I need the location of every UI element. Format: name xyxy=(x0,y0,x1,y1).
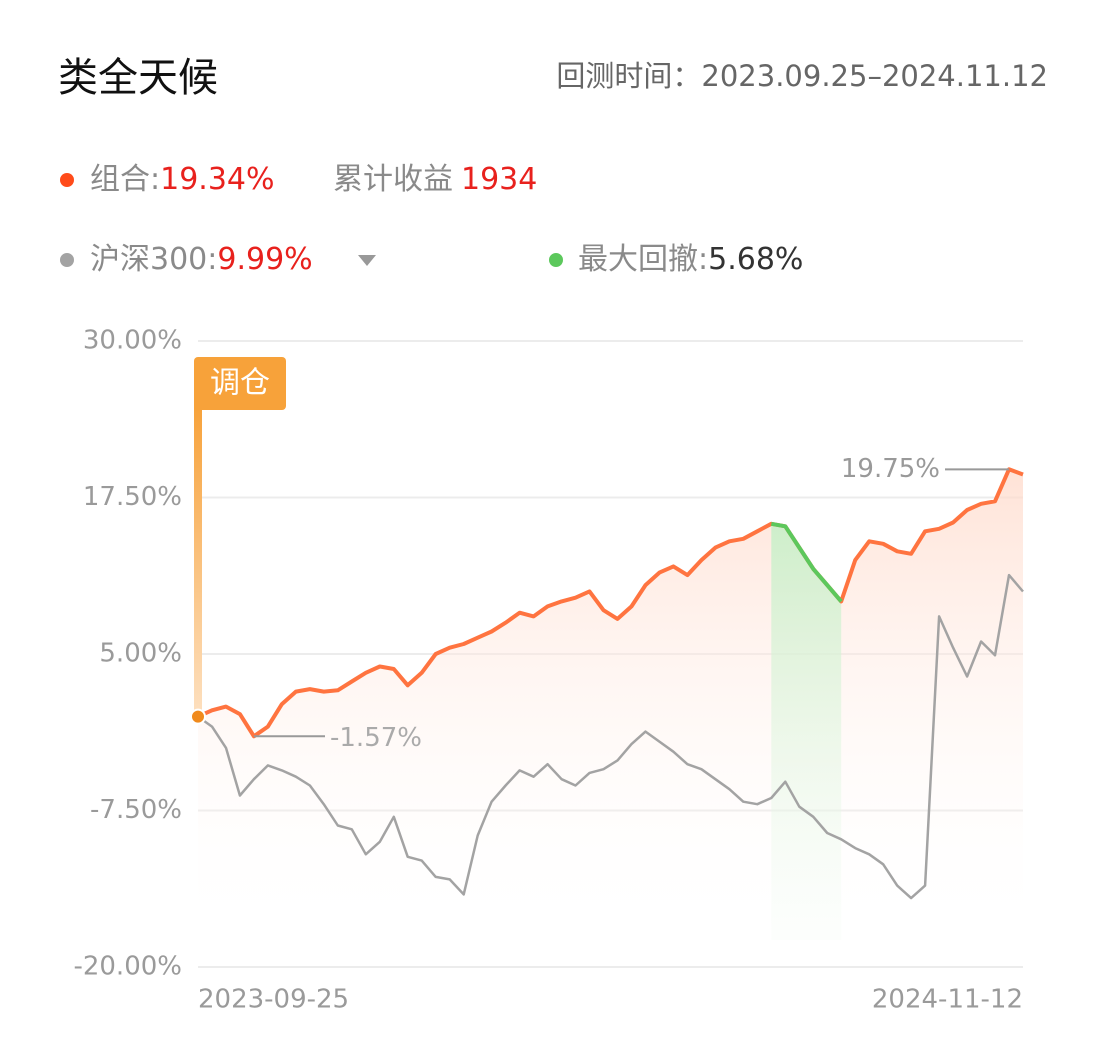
rebalance-line xyxy=(194,405,202,717)
line xyxy=(197,573,1024,900)
plot: -20.00% -7.50% 5.00% 17.50% 30.00% 2023-09-25… xyxy=(73,326,1024,1015)
return-value: 19.34% xyxy=(160,162,274,197)
legend-name: 沪深300 xyxy=(90,242,207,277)
rebalance-badge xyxy=(194,357,286,410)
legend-dot xyxy=(549,253,563,267)
profit-label: 累计收益 xyxy=(333,162,453,197)
drawdown-value: 5.68% xyxy=(708,242,803,277)
drawdown-label: 最大回撤 xyxy=(578,242,698,277)
line xyxy=(197,467,1024,739)
start-dot xyxy=(190,708,206,725)
return-value: 9.99% xyxy=(217,242,312,277)
min-label: -1.57% xyxy=(330,723,422,753)
y-tick-label: -7.50% xyxy=(90,795,182,825)
legend-dot xyxy=(60,173,74,187)
separator: : xyxy=(150,162,160,197)
drawdown-line xyxy=(770,521,843,603)
y-tick-label: -20.00% xyxy=(73,952,182,982)
legend-item: 组合:19.34% xyxy=(90,162,275,197)
y-tick-label: 30.00% xyxy=(83,326,182,356)
profit-value: 1934 xyxy=(461,162,537,197)
legend-item: 沪深300:9.99% xyxy=(90,242,313,277)
legend-name: 组合 xyxy=(90,162,150,197)
y-tick-label: 5.00% xyxy=(99,639,182,669)
drawdown-item: 最大回撤:5.68% xyxy=(578,242,803,277)
max-label: 19.75% xyxy=(841,454,940,484)
period: 回测时间：2023.09.25–2024.11.12 xyxy=(556,59,1048,93)
x-tick-label: 2024-11-12 xyxy=(872,985,1023,1015)
x-tick-label: 2023-09-25 xyxy=(198,985,349,1015)
legend-dot xyxy=(60,253,74,267)
drawdown-band xyxy=(771,523,842,940)
rebalance-label: 调仓 xyxy=(210,366,270,401)
dropdown-icon[interactable] xyxy=(358,255,376,266)
separator: : xyxy=(698,242,708,277)
title: 类全天候 xyxy=(58,55,218,101)
profit: 累计收益 1934 xyxy=(333,162,537,197)
area xyxy=(198,469,1023,940)
y-tick-label: 17.50% xyxy=(83,482,182,512)
separator: : xyxy=(207,242,217,277)
